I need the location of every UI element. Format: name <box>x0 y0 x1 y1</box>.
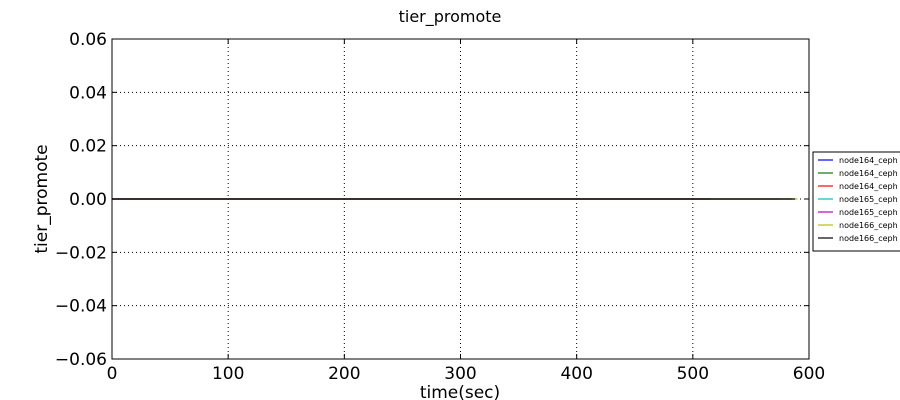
chart-title: tier_promote <box>399 7 502 27</box>
x-tick-label: 0 <box>107 364 118 384</box>
legend-entry-0: node164_ceph <box>839 156 898 165</box>
x-tick-label: 400 <box>560 364 592 384</box>
y-tick-label: −0.02 <box>55 243 107 263</box>
y-tick-label: −0.06 <box>55 350 107 370</box>
legend-entry-3: node165_ceph <box>839 195 898 204</box>
legend-box <box>812 151 900 252</box>
x-axis-label: time(sec) <box>420 383 500 400</box>
legend-entry-6: node166_ceph <box>839 234 898 243</box>
y-tick-label: −0.04 <box>55 297 107 317</box>
y-axis-label: tier_promote <box>32 144 52 253</box>
y-tick-label: 0.06 <box>69 30 107 50</box>
x-tick-label: 200 <box>328 364 360 384</box>
legend-entry-2: node164_ceph <box>839 182 898 191</box>
x-tick-label: 500 <box>677 364 709 384</box>
legend: node164_ceph node164_ceph node164_cephnode… <box>812 151 900 252</box>
axis-ticks: 0 100 200 300 400 500 600 0.06 0.04 0.02 0.00 −0.02… <box>55 30 825 384</box>
legend-entry-5: node166_ceph <box>839 221 898 230</box>
legend-entry-4: node165_ceph <box>839 208 898 217</box>
y-tick-label: 0.04 <box>69 83 107 103</box>
x-tick-label: 100 <box>212 364 244 384</box>
legend-entry-1: node164_ceph <box>839 169 898 178</box>
x-tick-label: 300 <box>444 364 476 384</box>
x-tick-label: 600 <box>793 364 825 384</box>
y-tick-label: 0.00 <box>69 190 107 210</box>
y-tick-label: 0.02 <box>69 137 107 157</box>
